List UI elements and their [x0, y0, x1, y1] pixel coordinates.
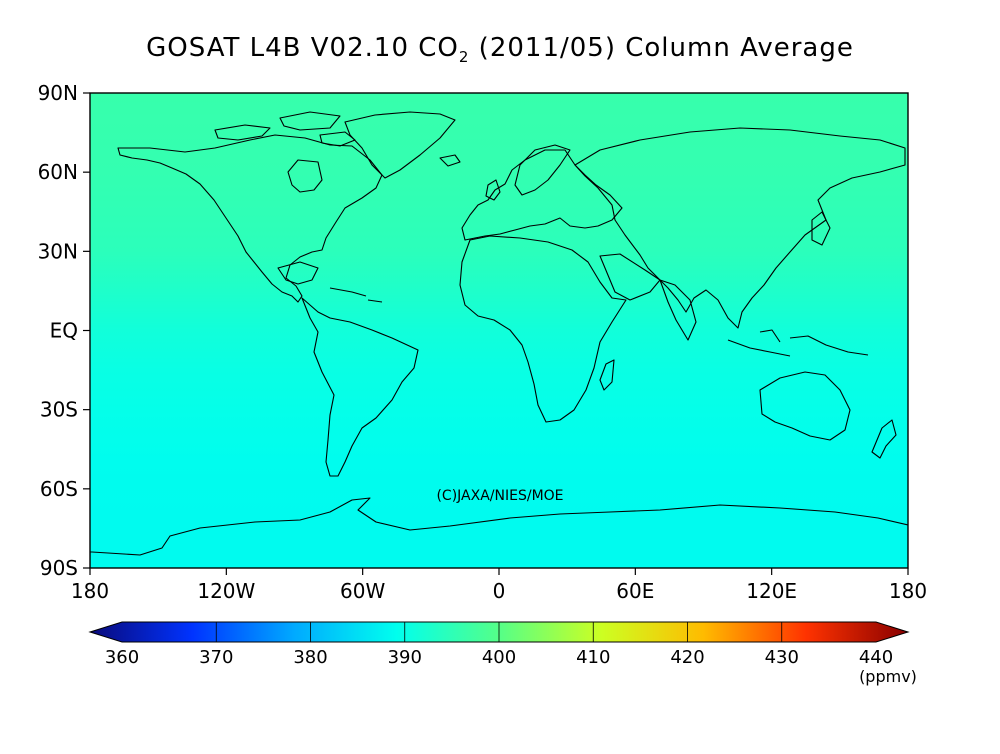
- coastline-arctic-islands: [214, 111, 356, 147]
- colorbar-tick-label: 440: [859, 647, 893, 668]
- coastline-antarctica: [90, 497, 908, 568]
- colorbar-tick-label: 410: [576, 647, 610, 668]
- lat-axis: 90N 60N 30N EQ 30S 60S 90S: [38, 81, 90, 580]
- lon-tick-label: 60E: [616, 579, 654, 603]
- colorbar-tick-label: 390: [388, 647, 422, 668]
- colorbar-tick-label: 380: [293, 647, 327, 668]
- coastline-new-zealand: [871, 419, 897, 459]
- coastline-greenland: [344, 111, 456, 179]
- coastline-europe: [461, 149, 623, 241]
- lat-tick-label: 90N: [38, 81, 78, 105]
- colorbar-tick-label: 420: [670, 647, 704, 668]
- colorbar-tick-label: 400: [482, 647, 516, 668]
- coastline-asia: [574, 127, 906, 329]
- lat-tick-label: 30N: [38, 239, 78, 263]
- lon-axis: 180 120W 60W 0 60E 120E 180: [71, 568, 927, 603]
- lat-tick-label: EQ: [50, 319, 78, 343]
- lon-tick-label: 0: [493, 579, 506, 603]
- coastline-madagascar: [599, 359, 615, 391]
- coastline-india: [659, 279, 697, 341]
- coastline-iceland: [439, 154, 461, 167]
- coastline-indonesia: [727, 329, 869, 357]
- coastline-australia: [759, 371, 851, 441]
- lat-tick-label: 60N: [38, 160, 78, 184]
- lat-tick-label: 90S: [40, 556, 78, 580]
- coastline-caribbean: [329, 287, 383, 303]
- coastline-hudson-bay: [287, 159, 323, 193]
- colorbar-tick-label: 370: [199, 647, 233, 668]
- lon-tick-label: 180: [71, 579, 109, 603]
- coastlines: [90, 111, 908, 568]
- lon-tick-label: 60W: [340, 579, 385, 603]
- coastline-japan: [811, 211, 831, 246]
- colorbar-tick-label: 430: [765, 647, 799, 668]
- coastline-south-america: [301, 297, 419, 477]
- coastline-africa: [459, 235, 627, 423]
- colorbar-ticks: 360 370 380 390 400 410 420 430 440: [105, 622, 893, 668]
- lon-tick-label: 120E: [746, 579, 797, 603]
- lon-tick-label: 120W: [197, 579, 255, 603]
- lat-tick-label: 30S: [40, 398, 78, 422]
- coastline-british-isles: [485, 179, 501, 201]
- coastline-arabia: [599, 253, 661, 301]
- lat-tick-label: 60S: [40, 477, 78, 501]
- chart-title: GOSAT L4B V02.10 CO2 (2011/05) Column Av…: [146, 33, 854, 66]
- colorbar-unit: (ppmv): [859, 667, 917, 686]
- coastline-gulf: [277, 261, 319, 285]
- coastline-scandinavia: [514, 144, 571, 196]
- copyright-text: (C)JAXA/NIES/MOE: [436, 488, 563, 504]
- lon-tick-label: 180: [889, 579, 927, 603]
- colorbar-tick-label: 360: [105, 647, 139, 668]
